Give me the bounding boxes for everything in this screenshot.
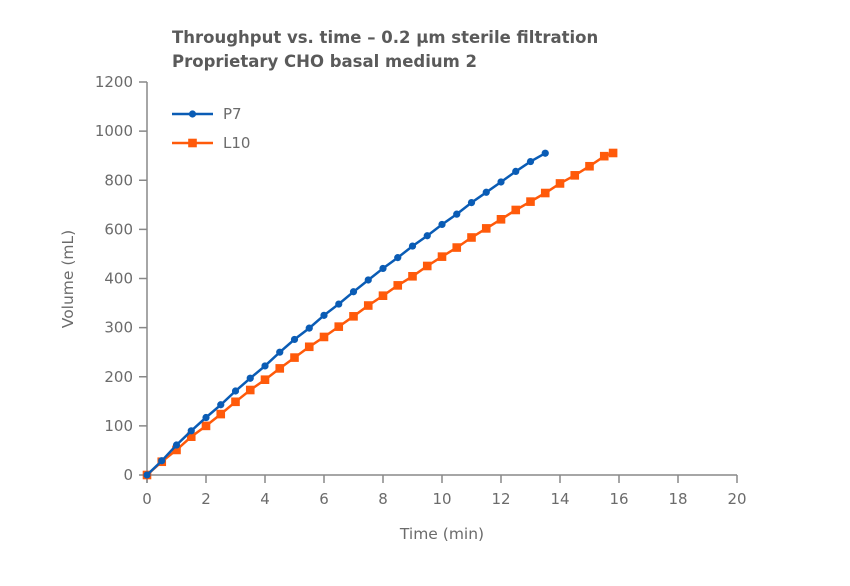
- data-point: [216, 409, 226, 419]
- x-tick-label: 4: [260, 490, 270, 508]
- data-point: [276, 348, 284, 356]
- data-point: [290, 335, 299, 344]
- series-l10: [142, 148, 618, 480]
- x-tick-label: 18: [668, 490, 687, 508]
- data-point: [363, 301, 373, 310]
- x-tick-label: 8: [378, 490, 388, 508]
- y-tick-label: 100: [104, 417, 133, 435]
- data-point: [453, 210, 461, 218]
- data-point: [217, 401, 225, 409]
- data-point: [319, 332, 329, 342]
- data-point: [349, 312, 358, 321]
- data-point: [526, 157, 535, 166]
- data-point: [394, 254, 402, 262]
- data-point: [526, 197, 535, 206]
- data-point: [423, 232, 431, 240]
- legend-item-p7: P7: [172, 105, 242, 123]
- data-point: [393, 281, 403, 290]
- data-point: [408, 271, 417, 281]
- data-point: [305, 324, 313, 332]
- chart-title: Throughput vs. time – 0.2 µm sterile fil…: [172, 28, 598, 47]
- data-point: [496, 215, 506, 224]
- y-tick-label: 200: [104, 368, 133, 386]
- x-tick-label: 12: [491, 490, 510, 508]
- series-group: [142, 148, 618, 480]
- y-tick-label: 300: [104, 319, 133, 337]
- x-tick-label: 20: [727, 490, 746, 508]
- data-point: [334, 322, 344, 331]
- y-tick-label: 0: [123, 466, 133, 484]
- data-point: [497, 178, 505, 186]
- data-point: [275, 364, 285, 373]
- data-point: [422, 261, 432, 271]
- data-point: [201, 421, 211, 431]
- data-point: [512, 167, 520, 176]
- data-point: [231, 397, 240, 407]
- y-tick-label: 1000: [95, 122, 133, 140]
- series-line-p7: [146, 152, 546, 476]
- data-point: [467, 199, 476, 207]
- y-tick-label: 400: [104, 270, 133, 288]
- axes: 0 100 200 300 400 600 800 1000 1200 0 2 4 6 8 10 12 14 16…: [95, 73, 747, 508]
- series-p7: [143, 149, 549, 479]
- x-tick-label: 0: [142, 490, 152, 508]
- data-point: [437, 252, 447, 261]
- data-point: [261, 362, 269, 370]
- data-point: [599, 151, 609, 161]
- data-point: [186, 432, 196, 441]
- x-tick-label: 6: [319, 490, 329, 508]
- data-point: [187, 427, 195, 435]
- data-point: [364, 276, 372, 284]
- legend-item-l10: L10: [172, 134, 250, 152]
- data-point: [172, 441, 181, 449]
- data-point: [438, 220, 446, 229]
- data-point: [245, 385, 255, 395]
- legend: P7 L10: [172, 105, 250, 152]
- x-tick-label: 14: [550, 490, 569, 508]
- data-point: [481, 224, 491, 233]
- data-point: [378, 291, 388, 300]
- data-point: [202, 413, 210, 422]
- data-point: [511, 205, 521, 215]
- series-line-l10: [146, 151, 614, 476]
- y-axis-label: Volume (mL): [59, 230, 77, 328]
- chart-subtitle: Proprietary CHO basal medium 2: [172, 52, 477, 71]
- data-point: [570, 171, 580, 180]
- data-point: [320, 311, 328, 319]
- data-point: [246, 374, 254, 382]
- square-marker-icon: [188, 138, 197, 148]
- data-point: [452, 243, 462, 252]
- data-point: [585, 161, 594, 171]
- data-point: [143, 471, 151, 479]
- data-point: [335, 300, 343, 308]
- data-point: [379, 264, 387, 273]
- data-point: [290, 353, 299, 362]
- x-tick-label: 2: [201, 490, 211, 508]
- data-point: [482, 188, 490, 196]
- data-point: [408, 242, 417, 250]
- data-point: [555, 179, 565, 188]
- data-point: [172, 445, 181, 455]
- circle-marker-icon: [188, 110, 197, 118]
- data-point: [540, 188, 550, 198]
- data-point: [158, 457, 166, 465]
- data-point: [304, 342, 314, 352]
- y-tick-label: 800: [104, 171, 133, 189]
- x-tick-label: 16: [609, 490, 628, 508]
- data-point: [541, 149, 549, 157]
- y-tick-label: 1200: [95, 73, 133, 91]
- data-point: [608, 148, 618, 158]
- data-point: [467, 233, 476, 242]
- legend-label: L10: [223, 134, 250, 152]
- y-tick-label: 600: [104, 220, 133, 238]
- data-point: [260, 375, 270, 384]
- legend-label: P7: [223, 105, 242, 123]
- data-point: [349, 288, 358, 296]
- x-tick-label: 10: [432, 490, 451, 508]
- data-point: [231, 387, 240, 395]
- x-axis-label: Time (min): [399, 525, 484, 543]
